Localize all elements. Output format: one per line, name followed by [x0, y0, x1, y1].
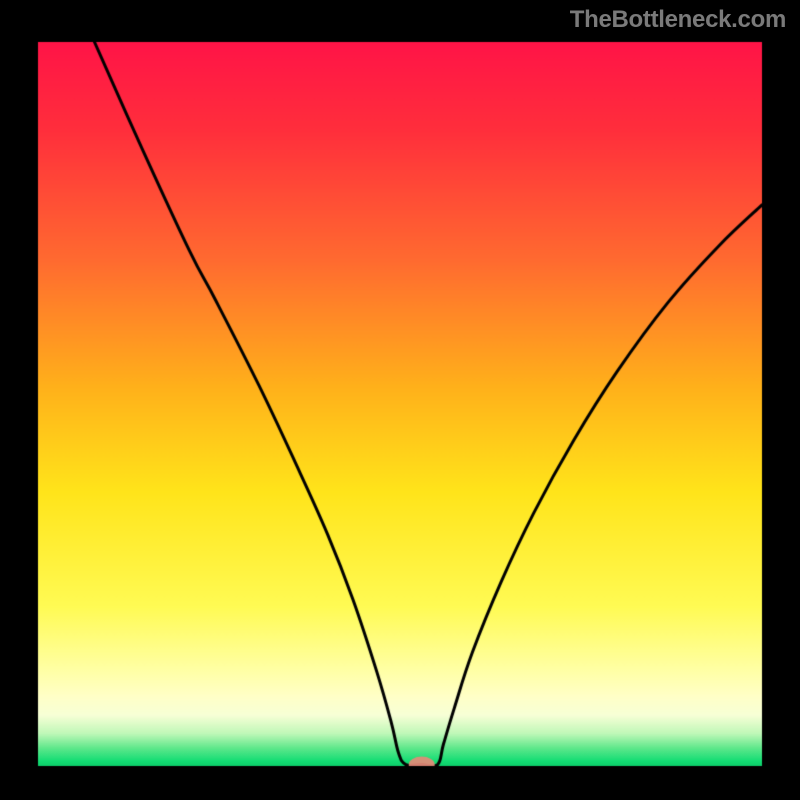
bottleneck-chart-canvas — [0, 0, 800, 800]
watermark-text: TheBottleneck.com — [570, 6, 786, 34]
chart-container: TheBottleneck.com — [0, 0, 800, 800]
